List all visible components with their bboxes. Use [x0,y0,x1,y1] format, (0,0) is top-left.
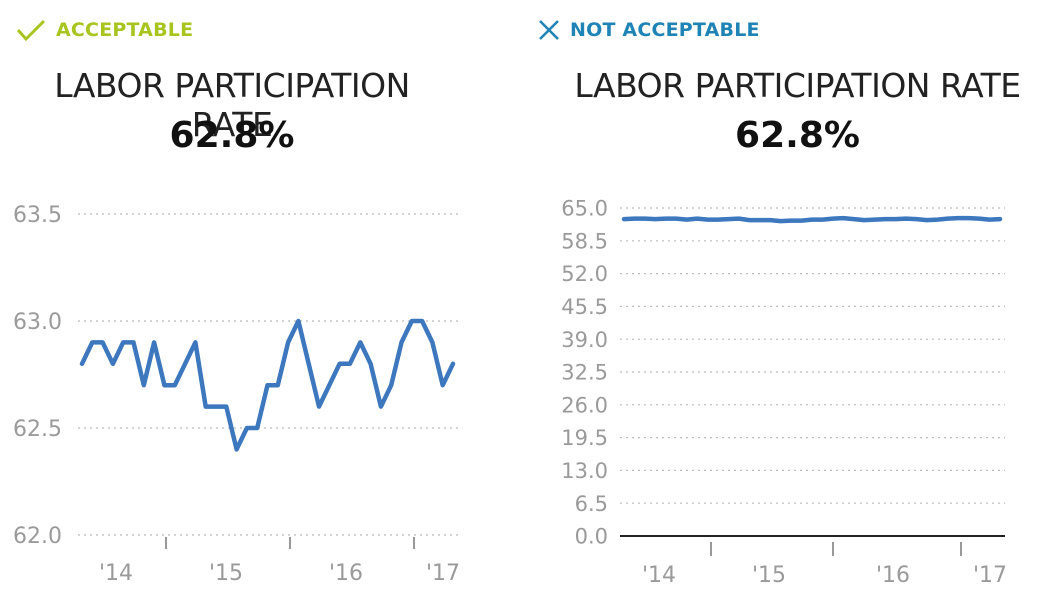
x-tick-label: '17 [426,561,460,586]
y-tick-label: 0.0 [575,525,608,549]
x-tick-label: '15 [752,563,786,588]
x-tick-label: '17 [973,563,1007,588]
y-tick-label: 52.0 [561,262,608,286]
verdict-label: ACCEPTABLE [56,19,194,41]
y-tick-label: 62.0 [13,524,62,549]
y-tick-label: 6.5 [575,492,608,516]
series-line [79,318,456,452]
not-acceptable-panel: NOT ACCEPTABLE LABOR PARTICIPATION RATE … [520,0,1045,606]
acceptable-verdict: ACCEPTABLE [16,14,193,46]
y-tick-label: 13.0 [561,459,608,483]
acceptable-panel: ACCEPTABLE LABOR PARTICIPATION RATE 62.8… [0,0,520,606]
y-tick-label: 63.5 [13,203,62,228]
x-tick-label: '14 [642,563,676,588]
verdict-label: NOT ACCEPTABLE [570,19,760,41]
y-tick-label: 45.5 [561,295,608,319]
y-tick-label: 65.0 [561,197,608,221]
close-icon [539,20,559,40]
x-tick-label: '16 [876,563,910,588]
y-tick-label: 19.5 [561,426,608,450]
x-tick-label: '14 [99,561,133,586]
not-acceptable-verdict: NOT ACCEPTABLE [538,14,760,46]
series-line [621,215,1003,224]
chart-title: LABOR PARTICIPATION RATE [54,66,410,144]
chart-value: 62.8% [735,115,860,156]
not-acceptable-line-chart: 0.0 6.5 13.0 19.5 26.0 32.5 39.0 45.5 52.0 58.5 65… [561,197,1007,588]
x-tick-label: '15 [209,561,243,586]
y-tick-label: 32.5 [561,361,608,385]
y-tick-label: 26.0 [561,393,608,417]
chart-title: LABOR PARTICIPATION RATE [574,66,1021,105]
y-tick-label: 58.5 [561,229,608,253]
chart-value: 62.8% [169,115,295,156]
x-tick-label: '16 [329,561,363,586]
y-tick-label: 62.5 [13,417,62,442]
y-tick-label: 63.0 [13,310,62,335]
check-icon [16,19,46,42]
acceptable-line-chart: 62.0 62.5 63.0 63.5 '14 '15 '16 '17 [13,203,462,586]
y-tick-label: 39.0 [561,328,608,352]
